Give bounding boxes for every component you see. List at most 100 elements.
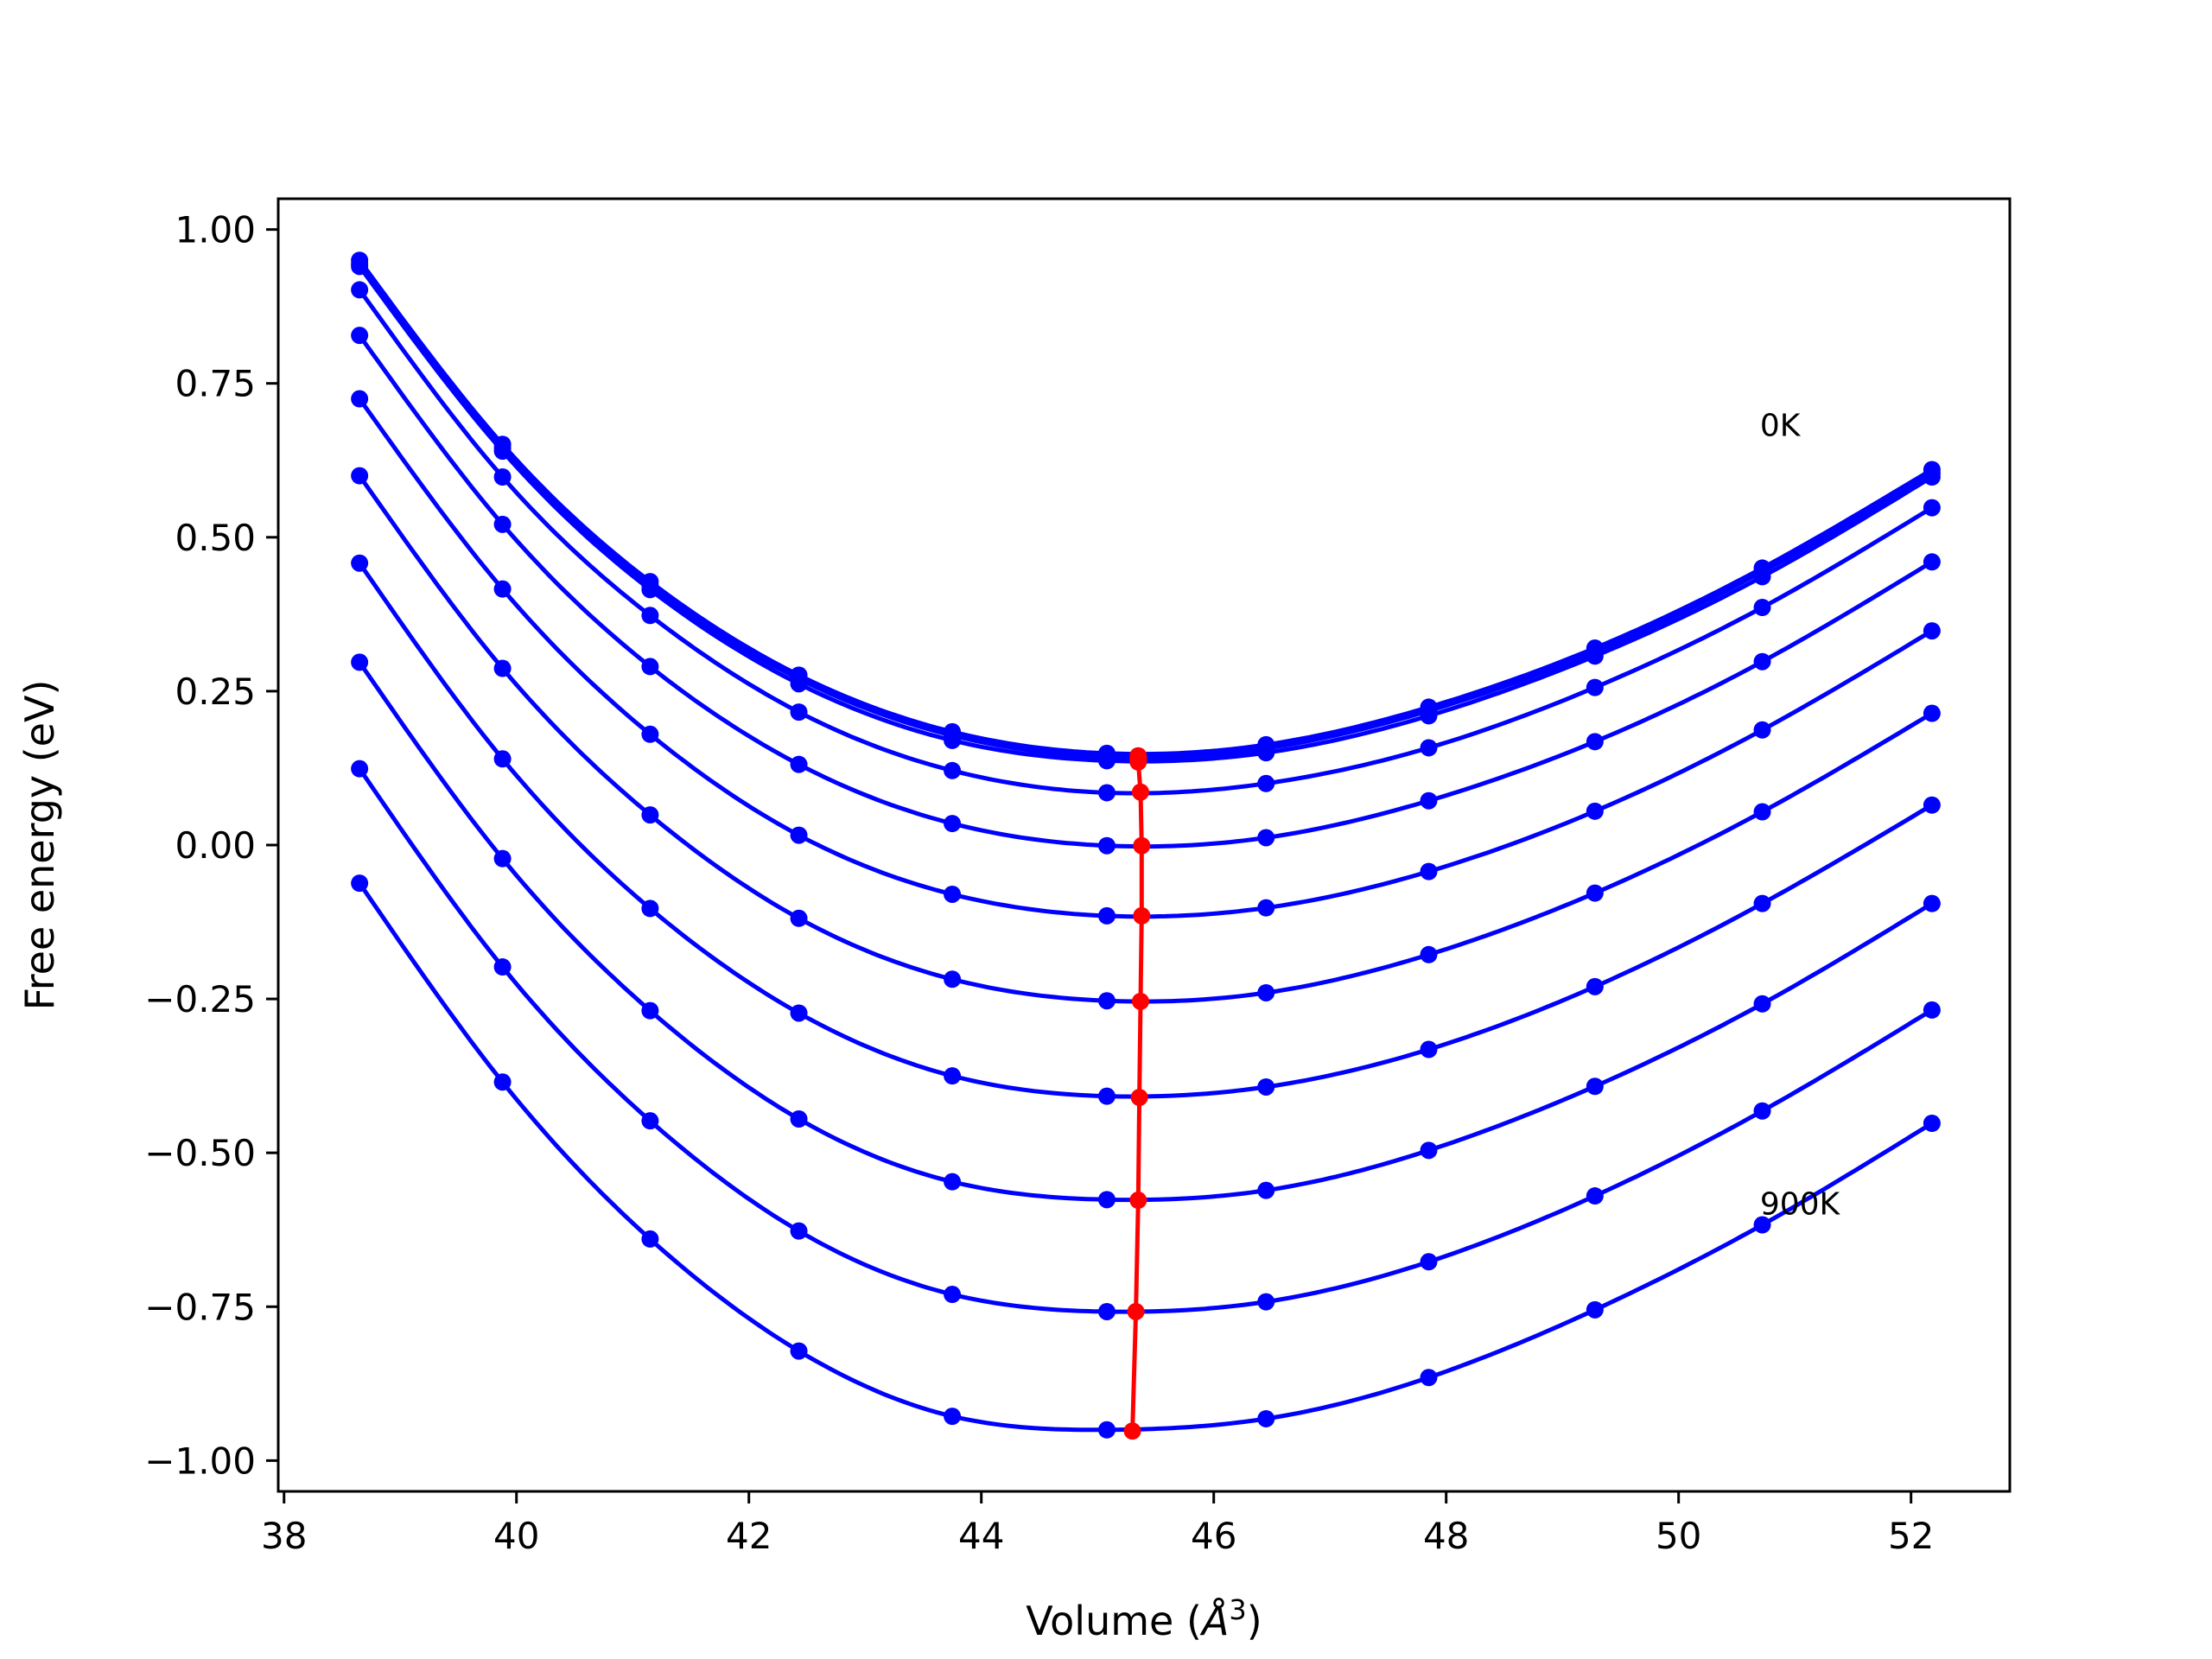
data-point (641, 581, 659, 599)
y-tick-label: 1.00 (175, 209, 256, 251)
y-axis-ticks: 1.00 0.75 0.50 0.25 0.00 −0.25 −0.50 −0.75 −1.00 (144, 209, 278, 1482)
data-point (1753, 1216, 1771, 1234)
data-point (1097, 992, 1116, 1010)
y-tick-label: 0.25 (175, 671, 256, 713)
data-point (1586, 1187, 1604, 1205)
points-layer (351, 251, 1941, 1439)
data-point (1097, 752, 1116, 770)
data-point (1923, 622, 1941, 640)
data-point (1923, 467, 1941, 486)
minimum-line-layer (1123, 747, 1151, 1440)
data-point (790, 1110, 808, 1128)
data-point (790, 1222, 808, 1240)
data-point (1586, 678, 1604, 696)
data-point (1420, 1040, 1438, 1058)
data-point (1257, 983, 1275, 1001)
data-point (1753, 599, 1771, 617)
data-point (351, 554, 369, 572)
data-point (641, 899, 659, 918)
data-point (1257, 1077, 1275, 1096)
data-point (641, 607, 659, 625)
data-point (1923, 499, 1941, 517)
data-point (1753, 803, 1771, 821)
minimum-point (1131, 783, 1149, 801)
minimum-point (1130, 1089, 1148, 1107)
data-point (1586, 1077, 1604, 1096)
minimum-point (1133, 906, 1151, 925)
data-point (1923, 1114, 1941, 1132)
data-point (1923, 796, 1941, 814)
minimum-point (1127, 1302, 1145, 1320)
data-point (493, 1073, 512, 1091)
data-point (493, 750, 512, 768)
y-tick-label: 0.50 (175, 517, 256, 559)
data-point (1923, 894, 1941, 912)
data-point (944, 1067, 962, 1085)
data-point (1097, 1191, 1116, 1209)
data-point (1586, 884, 1604, 902)
annotation: 0K (1760, 408, 1802, 443)
data-point (1753, 568, 1771, 586)
data-point (351, 327, 369, 345)
x-tick-label: 46 (1191, 1515, 1236, 1557)
y-tick-label: 0.75 (175, 363, 256, 405)
data-point (790, 755, 808, 773)
y-tick-label: 0.00 (175, 824, 256, 867)
data-point (944, 1173, 962, 1191)
data-point (351, 281, 369, 299)
data-point (351, 467, 369, 485)
y-tick-label: −0.25 (144, 978, 256, 1020)
x-axis-ticks: 38 40 42 44 46 48 50 52 (261, 1491, 1934, 1557)
data-point (641, 1230, 659, 1248)
data-point (944, 761, 962, 779)
data-point (944, 731, 962, 749)
data-point (1753, 894, 1771, 912)
data-point (1097, 836, 1116, 855)
data-point (1586, 977, 1604, 995)
y-tick-label: −0.75 (144, 1286, 256, 1328)
data-point (944, 970, 962, 988)
data-point (351, 390, 369, 408)
y-axis-label: Free energy (eV) (16, 680, 63, 1011)
data-point (493, 442, 512, 461)
x-axis-unit-close: ) (1247, 1598, 1262, 1644)
data-point (1753, 652, 1771, 671)
x-axis-unit-base: Å (1199, 1598, 1229, 1644)
x-tick-label: 42 (726, 1515, 772, 1557)
data-point (790, 909, 808, 927)
data-point (1586, 1300, 1604, 1319)
data-point (1420, 791, 1438, 810)
data-point (1420, 1253, 1438, 1271)
data-point (1586, 802, 1604, 820)
data-point (1420, 707, 1438, 725)
data-point (1257, 774, 1275, 792)
minimum-point (1133, 836, 1151, 855)
data-point (944, 885, 962, 903)
annotations-layer: 0K 900K (1760, 408, 1841, 1222)
data-point (1586, 647, 1604, 665)
data-point (1923, 1001, 1941, 1019)
minimum-point (1123, 1422, 1141, 1440)
data-point (1420, 862, 1438, 880)
data-point (1753, 1102, 1771, 1120)
data-point (790, 675, 808, 693)
y-tick-label: −0.50 (144, 1132, 256, 1174)
data-point (641, 806, 659, 824)
annotation: 900K (1760, 1186, 1841, 1222)
data-point (1097, 784, 1116, 802)
data-point (1420, 1141, 1438, 1160)
data-point (351, 257, 369, 276)
data-point (1257, 744, 1275, 762)
data-point (641, 1112, 659, 1130)
data-point (1257, 1293, 1275, 1311)
data-point (944, 1286, 962, 1304)
data-point (351, 653, 369, 671)
data-point (1257, 1409, 1275, 1427)
data-point (790, 703, 808, 721)
data-point (351, 874, 369, 893)
data-point (493, 659, 512, 677)
data-point (1097, 1087, 1116, 1105)
minimum-point (1129, 1192, 1147, 1210)
x-tick-label: 48 (1423, 1515, 1469, 1557)
